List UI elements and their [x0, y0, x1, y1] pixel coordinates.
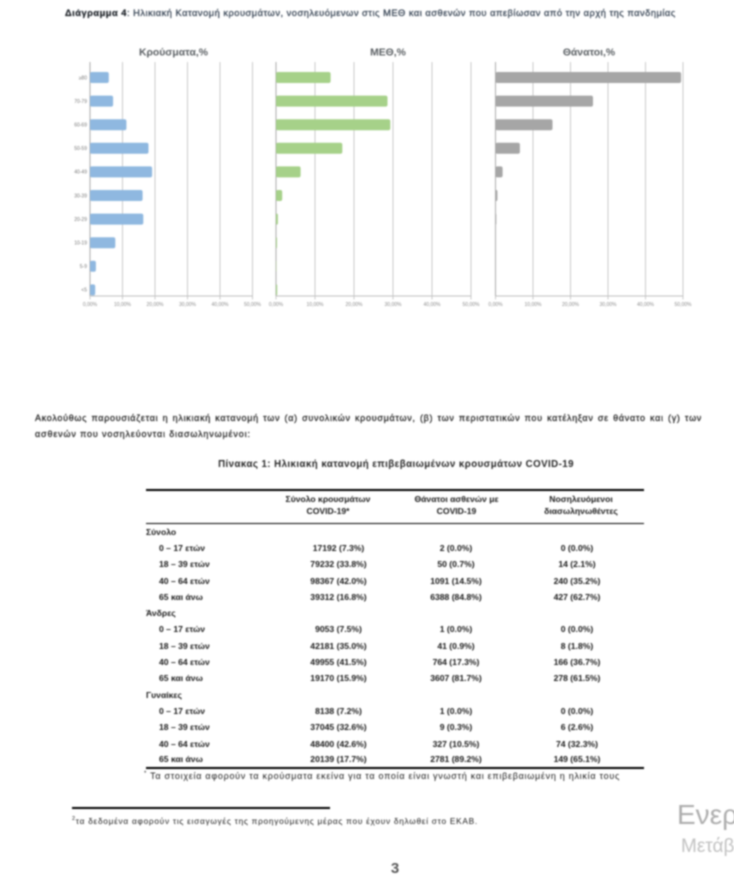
- svg-text:10,00%: 10,00%: [307, 302, 325, 308]
- svg-text:40,00%: 40,00%: [212, 302, 230, 308]
- svg-text:10,00%: 10,00%: [114, 302, 132, 308]
- svg-text:10,00%: 10,00%: [525, 302, 543, 308]
- svg-text:20,00%: 20,00%: [346, 302, 364, 308]
- svg-text:5-9: 5-9: [80, 264, 87, 270]
- svg-text:<5: <5: [81, 288, 87, 294]
- svg-text:50,00%: 50,00%: [463, 302, 481, 308]
- svg-text:30,00%: 30,00%: [179, 302, 197, 308]
- svg-text:Κρούσματα,%: Κρούσματα,%: [139, 48, 208, 59]
- svg-text:20,00%: 20,00%: [147, 302, 165, 308]
- svg-text:50-59: 50-59: [74, 146, 87, 152]
- svg-text:ΜΕΘ,%: ΜΕΘ,%: [370, 48, 406, 59]
- svg-text:10-19: 10-19: [74, 241, 87, 247]
- svg-text:70-79: 70-79: [74, 99, 87, 105]
- svg-text:30,00%: 30,00%: [385, 302, 403, 308]
- svg-text:0,00%: 0,00%: [83, 302, 98, 308]
- svg-text:50,00%: 50,00%: [675, 302, 693, 308]
- svg-text:20-29: 20-29: [74, 217, 87, 223]
- svg-text:60-69: 60-69: [74, 123, 87, 129]
- svg-text:50,00%: 50,00%: [244, 302, 262, 308]
- svg-text:30-39: 30-39: [74, 193, 87, 199]
- svg-text:40,00%: 40,00%: [637, 302, 655, 308]
- svg-text:40,00%: 40,00%: [424, 302, 442, 308]
- svg-text:40-49: 40-49: [74, 170, 87, 176]
- svg-text:Θάνατοι,%: Θάνατοι,%: [563, 48, 615, 59]
- svg-text:0,00%: 0,00%: [488, 302, 503, 308]
- svg-text:20,00%: 20,00%: [562, 302, 580, 308]
- svg-text:0,00%: 0,00%: [269, 302, 284, 308]
- svg-text:30,00%: 30,00%: [600, 302, 618, 308]
- svg-text:≥80: ≥80: [79, 75, 88, 81]
